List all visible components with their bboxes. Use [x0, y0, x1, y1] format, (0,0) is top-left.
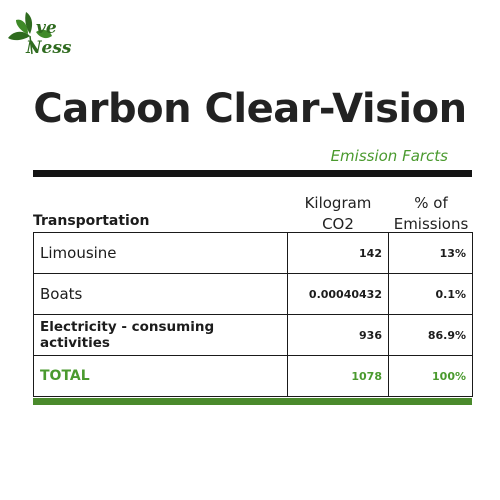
- row-kg: 0.00040432: [287, 273, 389, 315]
- row-percent: 0.1%: [388, 273, 473, 315]
- column-header-percent-line2: Emissions: [393, 215, 469, 233]
- table-row: Limousine 142 13%: [33, 232, 473, 274]
- row-label: Electricity - consuming activities: [33, 314, 288, 356]
- column-header-kg: Kilogram CO2: [288, 193, 388, 235]
- column-header-percent: % of Emissions: [386, 193, 476, 235]
- total-kg: 1078: [287, 355, 389, 397]
- emissions-table: Limousine 142 13% Boats 0.00040432 0.1% …: [33, 232, 473, 397]
- total-label: TOTAL: [33, 355, 288, 397]
- column-header-kg-line1: Kilogram: [304, 194, 372, 212]
- section-label: Transportation: [33, 213, 150, 229]
- table-row: Electricity - consuming activities 936 8…: [33, 314, 473, 356]
- column-header-kg-line2: CO2: [322, 215, 354, 233]
- footer-divider: [33, 398, 472, 405]
- brand-logo: ve Ness: [6, 8, 72, 60]
- leaf-icon: [8, 12, 52, 55]
- row-label: Boats: [33, 273, 288, 315]
- row-percent: 13%: [388, 232, 473, 274]
- row-kg: 936: [287, 314, 389, 356]
- table-row: Boats 0.00040432 0.1%: [33, 273, 473, 315]
- row-kg: 142: [287, 232, 389, 274]
- page-title: Carbon Clear-Vision: [33, 86, 467, 132]
- total-row: TOTAL 1078 100%: [33, 355, 473, 397]
- header-divider: [33, 170, 472, 177]
- row-label: Limousine: [33, 232, 288, 274]
- page-subtitle: Emission Farcts: [330, 147, 448, 165]
- total-percent: 100%: [388, 355, 473, 397]
- row-percent: 86.9%: [388, 314, 473, 356]
- logo-text-bottom: Ness: [26, 38, 72, 58]
- column-header-percent-line1: % of: [414, 194, 448, 212]
- logo-text-top: ve: [36, 18, 57, 38]
